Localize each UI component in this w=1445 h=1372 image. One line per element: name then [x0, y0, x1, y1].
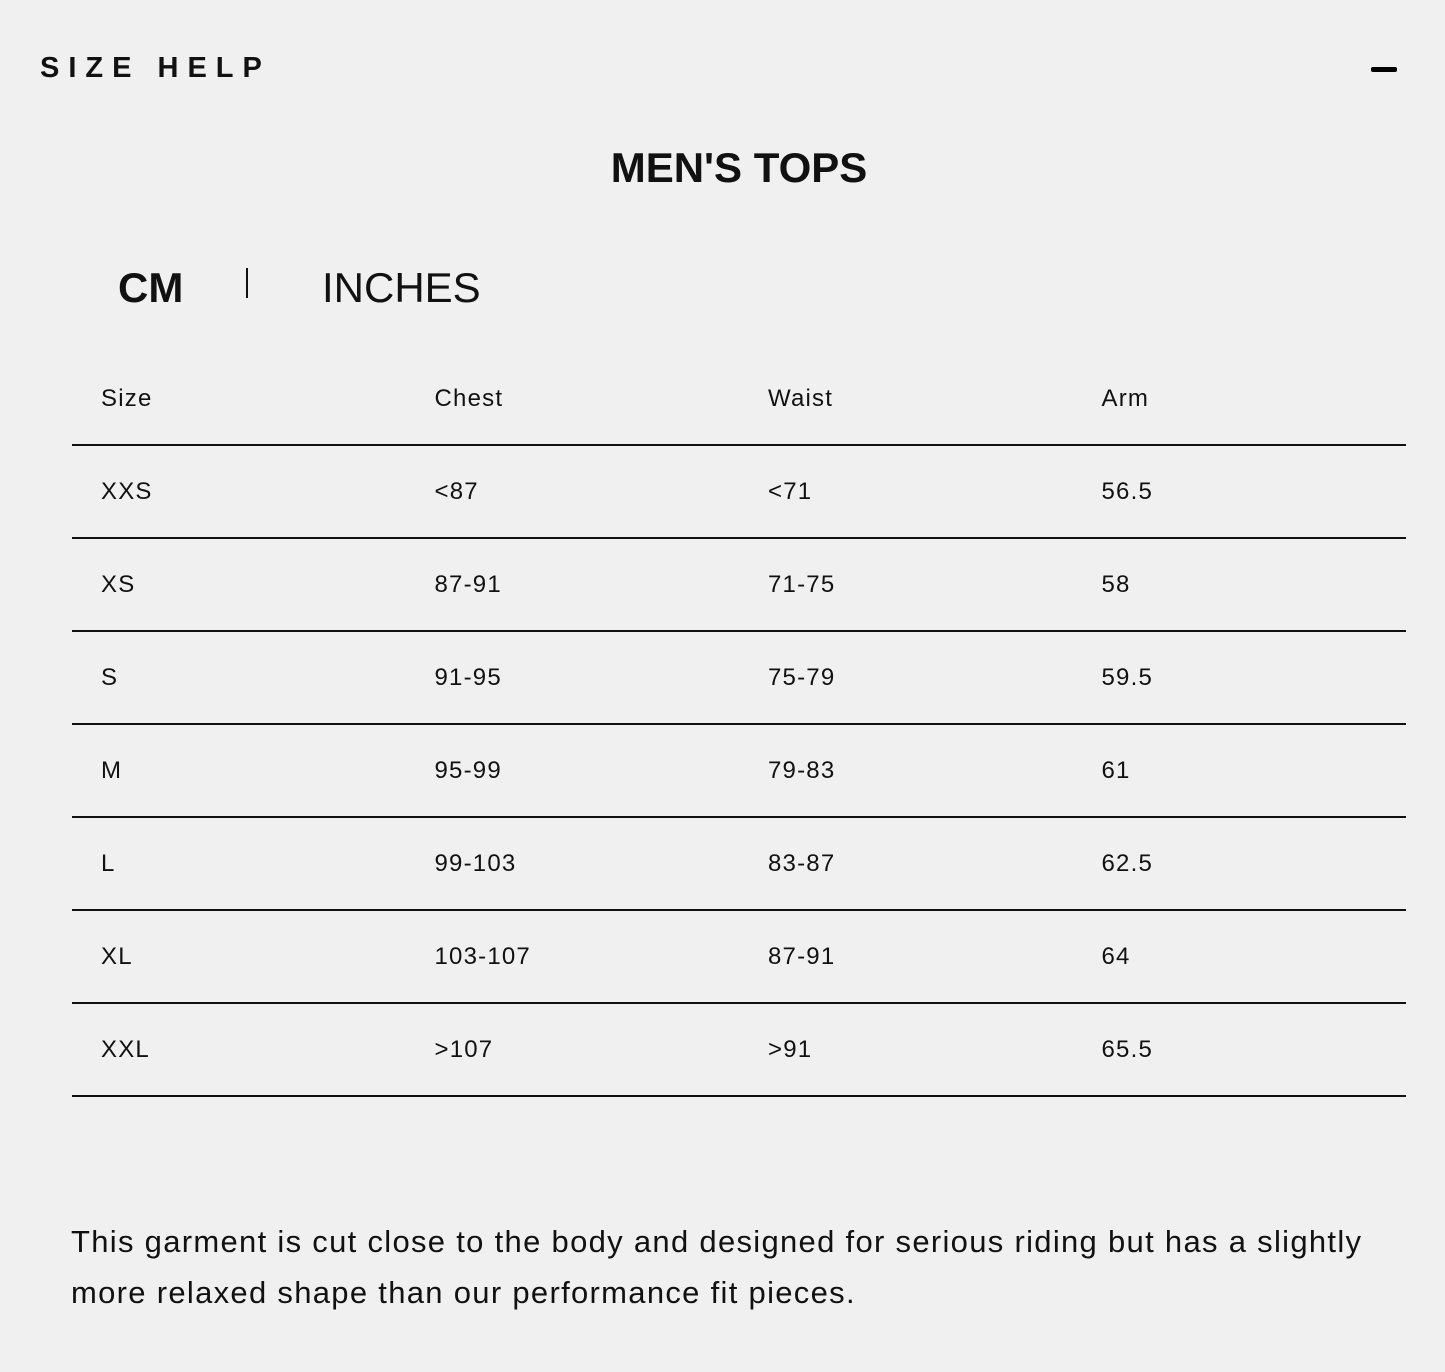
minus-icon	[1371, 67, 1397, 72]
table-cell: 91-95	[405, 631, 739, 725]
column-header: Size	[72, 354, 406, 446]
table-row: L 99-103 83-87 62.5	[72, 817, 1406, 911]
table-cell: 99-103	[405, 817, 739, 911]
table-cell: XL	[72, 910, 406, 1004]
table-cell: 62.5	[1072, 817, 1406, 911]
table-cell: XS	[72, 538, 406, 632]
table-cell: 61	[1072, 724, 1406, 818]
table-cell: 59.5	[1072, 631, 1406, 725]
table-row: XL 103-107 87-91 64	[72, 910, 1406, 1004]
table-cell: L	[72, 817, 406, 911]
table-row: XS 87-91 71-75 58	[72, 538, 1406, 632]
table-cell: <87	[405, 445, 739, 539]
table-cell: 71-75	[739, 538, 1073, 632]
table-row: S 91-95 75-79 59.5	[72, 631, 1406, 725]
size-help-title: SIZE HELP	[40, 52, 271, 84]
collapse-button[interactable]	[1366, 54, 1400, 86]
table-cell: 87-91	[739, 910, 1073, 1004]
table-cell: 103-107	[405, 910, 739, 1004]
table-header: Size Chest Waist Arm	[72, 354, 1406, 446]
table-row: XXS <87 <71 56.5	[72, 445, 1406, 539]
table-cell: 83-87	[739, 817, 1073, 911]
table-row: XXL >107 >91 65.5	[72, 1003, 1406, 1097]
table-cell: S	[72, 631, 406, 725]
column-header: Arm	[1072, 354, 1406, 446]
table-cell: 64	[1072, 910, 1406, 1004]
table-cell: 56.5	[1072, 445, 1406, 539]
table-cell: >107	[405, 1003, 739, 1097]
table-cell: 65.5	[1072, 1003, 1406, 1097]
page-title: MEN'S TOPS	[610, 144, 868, 191]
table-cell: 58	[1072, 538, 1406, 632]
column-header: Chest	[405, 354, 739, 446]
unit-inches-tab[interactable]: INCHES	[322, 264, 481, 311]
table-cell: XXL	[72, 1003, 406, 1097]
table-cell: 75-79	[739, 631, 1073, 725]
table-cell: <71	[739, 445, 1073, 539]
unit-cm-tab[interactable]: CM	[118, 264, 184, 311]
divider	[246, 268, 248, 298]
column-header: Waist	[739, 354, 1073, 446]
table-cell: 79-83	[739, 724, 1073, 818]
table-row: M 95-99 79-83 61	[72, 724, 1406, 818]
table-cell: M	[72, 724, 406, 818]
table-cell: 95-99	[405, 724, 739, 818]
table-cell: XXS	[72, 445, 406, 539]
fit-note: This garment is cut close to the body an…	[71, 1224, 1363, 1310]
table-cell: 87-91	[405, 538, 739, 632]
size-table: Size Chest Waist Arm XXS <87 <71 56.5 XS 87-91 71…	[72, 354, 1406, 1097]
table-cell: >91	[739, 1003, 1073, 1097]
